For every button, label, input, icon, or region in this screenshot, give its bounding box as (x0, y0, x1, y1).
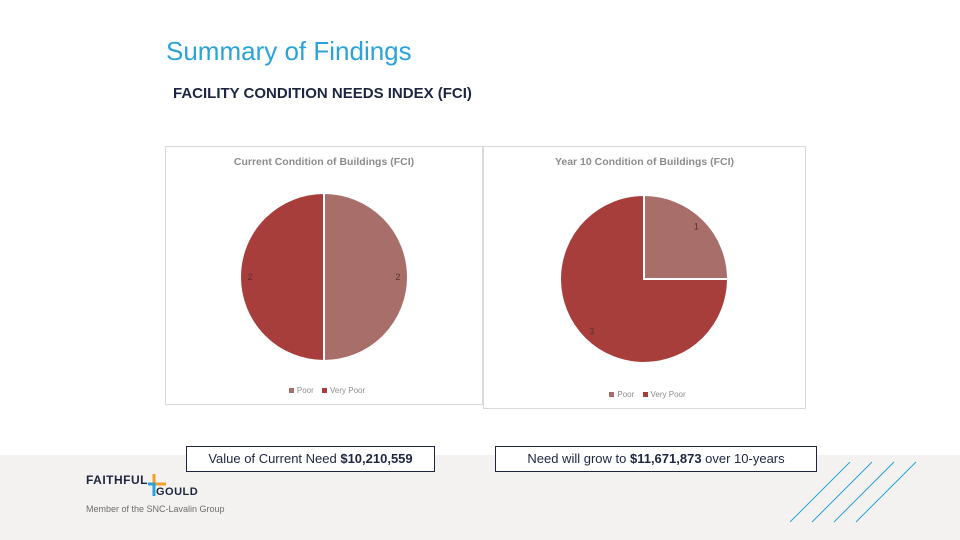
future-need-value: $11,671,873 (629, 451, 702, 466)
legend-label-poor: Poor (617, 390, 635, 399)
future-need-callout: Need will grow to $11,671,873 over 10-ye… (495, 446, 817, 472)
chart-title-year10: Year 10 Condition of Buildings (FCI) (554, 156, 735, 168)
legend-label-very-poor: Very Poor (330, 386, 366, 395)
legend-label-very-poor: Very Poor (650, 390, 686, 399)
pie-data-label: 3 (589, 326, 594, 336)
slide-title: Summary of Findings (166, 36, 412, 66)
chart-title-current: Current Condition of Buildings (FCI) (233, 156, 415, 168)
legend-year10: Poor Very Poor (484, 390, 805, 399)
logo-tagline: Member of the SNC-Lavalin Group (86, 504, 225, 514)
pie-chart-current: 22 (239, 191, 409, 363)
current-need-value: $10,210,559 (340, 451, 413, 466)
future-need-prefix: Need will grow to (527, 451, 630, 466)
logo-line2: GOULD (156, 486, 198, 498)
pie-chart-year10: 13 (559, 193, 730, 364)
pie-slice-poor (643, 193, 730, 280)
legend-swatch-very-poor (642, 392, 648, 398)
current-need-label: Value of Current Need (208, 451, 341, 466)
legend-swatch-poor (288, 388, 294, 394)
legend-swatch-poor (609, 392, 615, 398)
faithful-gould-logo: FAITHFUL GOULD (86, 473, 198, 498)
pie-slice-poor (323, 191, 409, 363)
current-need-callout: Value of Current Need $10,210,559 (186, 446, 435, 472)
legend-label-poor: Poor (296, 386, 314, 395)
future-need-suffix: over 10-years (701, 451, 785, 466)
decorative-lines (790, 461, 917, 523)
pie-slice-very-poor (559, 193, 730, 364)
pie-data-label: 1 (694, 222, 699, 232)
pie-data-label: 2 (395, 272, 400, 282)
pie-slice-very-poor (239, 191, 325, 363)
legend-swatch-very-poor (322, 388, 327, 394)
pie-data-label: 2 (248, 272, 253, 282)
slide-subtitle: FACILITY CONDITION NEEDS INDEX (FCI) (173, 85, 472, 102)
logo-line1: FAITHFUL (86, 473, 148, 487)
legend-current: Poor Very Poor (166, 386, 482, 395)
